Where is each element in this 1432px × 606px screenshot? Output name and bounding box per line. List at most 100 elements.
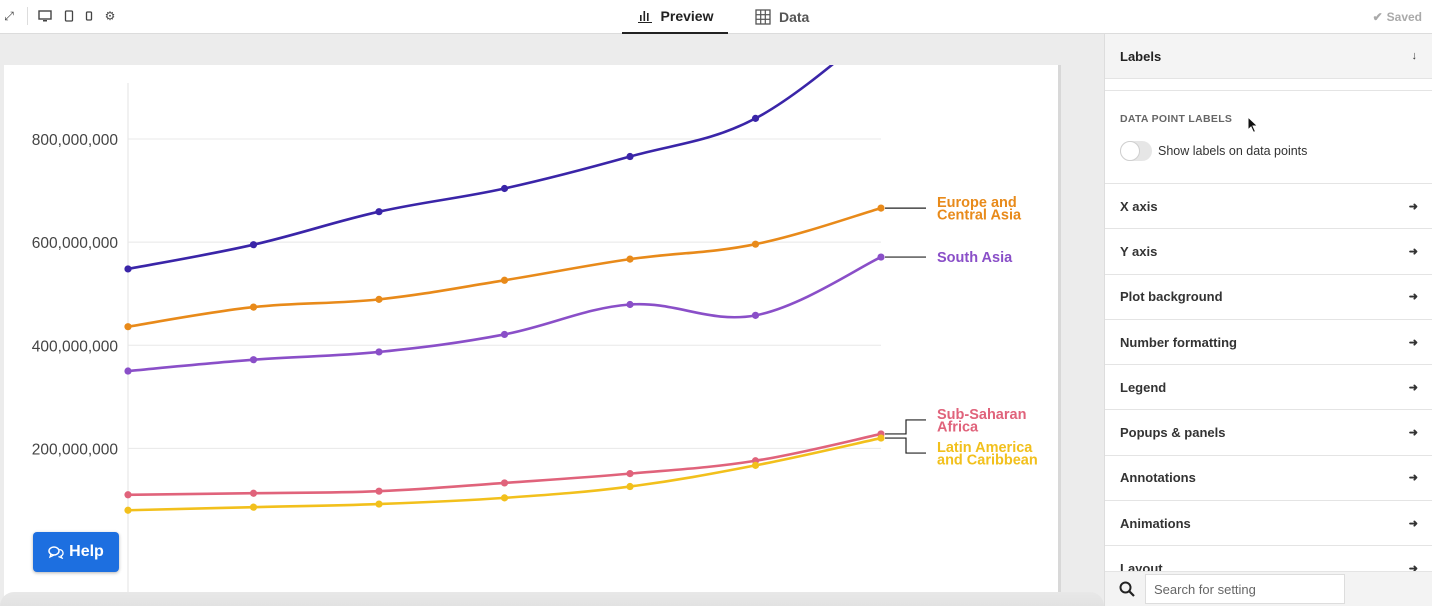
chat-bubbles-icon <box>48 546 64 559</box>
arrow-right-icon: ➜ <box>1408 200 1418 213</box>
settings-row-x-axis[interactable]: X axis ➜ <box>1105 183 1432 228</box>
chart-preview: 200,000,000 400,000,000 600,000,000 800,000… <box>4 65 1058 606</box>
settings-row-legend[interactable]: Legend ➜ <box>1105 364 1432 409</box>
settings-row-animations[interactable]: Animations ➜ <box>1105 500 1432 545</box>
series-end-label: South Asia <box>937 250 1013 266</box>
tab-preview[interactable]: Preview <box>622 0 728 34</box>
expand-icon[interactable]: ⤢ <box>4 8 14 23</box>
series-europe-and-central-asia: Europe and Central Asia <box>124 195 1022 331</box>
grid-icon <box>755 9 771 25</box>
tab-data[interactable]: Data <box>755 0 809 34</box>
data-point[interactable] <box>626 482 634 491</box>
data-point[interactable] <box>375 208 383 216</box>
settings-row-label: Plot background <box>1120 289 1223 305</box>
arrow-right-icon: ➜ <box>1408 563 1418 576</box>
settings-row-label: Number formatting <box>1120 334 1237 350</box>
data-point[interactable] <box>375 348 383 356</box>
arrow-right-icon: ➜ <box>1408 427 1418 440</box>
data-point[interactable] <box>500 184 509 193</box>
series-sub-saharan-africa: Sub-Saharan Africa <box>124 407 1026 499</box>
data-point[interactable] <box>751 311 760 319</box>
preview-edge <box>1058 65 1061 606</box>
data-point[interactable] <box>124 265 132 273</box>
data-point[interactable] <box>751 114 760 122</box>
data-point[interactable] <box>877 204 885 212</box>
data-point[interactable] <box>249 241 258 249</box>
search-bar <box>1105 571 1432 606</box>
settings-row-number-formatting[interactable]: Number formatting ➜ <box>1105 318 1432 364</box>
data-point[interactable] <box>249 356 258 364</box>
data-point[interactable] <box>124 323 132 331</box>
toggle-knob <box>1120 141 1140 161</box>
data-point[interactable] <box>877 253 885 261</box>
bar-chart-icon <box>637 11 652 23</box>
top-toolbar: ⤢ ⚙ Preview Data ✔ Saved <box>0 0 1432 34</box>
data-point[interactable] <box>500 479 509 487</box>
settings-row-popups-panels[interactable]: Popups & panels ➜ <box>1105 409 1432 454</box>
data-point[interactable] <box>124 491 132 499</box>
arrow-right-icon: ➜ <box>1408 472 1418 485</box>
series-end-label: Sub-Saharan Africa <box>937 407 1026 436</box>
settings-row-y-axis[interactable]: Y axis ➜ <box>1105 228 1432 273</box>
data-point[interactable] <box>124 506 132 514</box>
show-labels-toggle-label: Show labels on data points <box>1158 144 1308 158</box>
data-point[interactable] <box>249 303 258 311</box>
data-point[interactable] <box>124 367 132 375</box>
search-input[interactable] <box>1145 574 1345 604</box>
arrow-right-icon: ➜ <box>1408 517 1418 530</box>
settings-section-list: X axis ➜ Y axis ➜ Plot background ➜ Number for… <box>1105 183 1432 591</box>
series-latin-america-and-caribbean: Latin America and Caribbean <box>124 434 1038 514</box>
series-south-asia: South Asia <box>124 250 1013 375</box>
series-end-label: Latin America and Caribbean <box>937 440 1038 469</box>
mobile-icon[interactable] <box>80 7 98 25</box>
data-point[interactable] <box>500 330 509 339</box>
data-point[interactable] <box>626 300 634 309</box>
search-icon <box>1119 581 1135 597</box>
data-point[interactable] <box>500 276 509 284</box>
toolbar-divider <box>27 7 28 25</box>
data-point[interactable] <box>500 494 509 502</box>
data-point[interactable] <box>751 240 760 248</box>
data-point[interactable] <box>375 487 383 495</box>
data-point[interactable] <box>877 434 885 442</box>
settings-row-plot-background[interactable]: Plot background ➜ <box>1105 273 1432 319</box>
series-east-asia-pacific: East Asia Pacific <box>124 65 834 273</box>
series-line <box>127 206 882 328</box>
y-tick-label: 800,000,000 <box>32 132 119 149</box>
data-point[interactable] <box>626 470 634 478</box>
data-point-labels-heading: DATA POINT LABELS <box>1120 113 1233 125</box>
gear-icon[interactable]: ⚙ <box>104 9 116 23</box>
data-point[interactable] <box>375 295 383 303</box>
data-point[interactable] <box>249 489 258 497</box>
data-point[interactable] <box>626 152 634 161</box>
panel-divider <box>1105 79 1432 91</box>
data-point[interactable] <box>249 503 258 511</box>
saved-label: Saved <box>1386 10 1422 24</box>
bottom-scroll-shade <box>0 592 1104 606</box>
arrow-right-icon: ➜ <box>1408 291 1418 304</box>
data-point[interactable] <box>375 500 383 508</box>
desktop-icon[interactable] <box>36 7 54 25</box>
series-line <box>127 255 882 373</box>
data-point[interactable] <box>626 255 634 263</box>
settings-row-label: Legend <box>1120 379 1167 395</box>
settings-row-label: Popups & panels <box>1120 425 1226 441</box>
series-end-label: Europe and Central Asia <box>937 195 1022 224</box>
settings-row-label: Y axis <box>1120 243 1158 259</box>
y-tick-label: 400,000,000 <box>32 338 119 355</box>
settings-row-label: Annotations <box>1120 470 1196 486</box>
y-tick-label: 200,000,000 <box>32 441 119 458</box>
settings-panel: Labels ↓ DATA POINT LABELS Show labels o… <box>1104 34 1432 606</box>
check-icon: ✔ <box>1372 10 1383 24</box>
show-labels-toggle[interactable] <box>1120 141 1152 161</box>
tab-preview-label: Preview <box>660 8 714 24</box>
series-line <box>127 65 834 271</box>
data-point[interactable] <box>751 461 760 469</box>
help-button[interactable]: Help <box>33 532 119 572</box>
tablet-icon[interactable] <box>60 7 78 25</box>
settings-row-label: Animations <box>1120 515 1191 531</box>
settings-row-label: X axis <box>1120 198 1158 214</box>
settings-row-annotations[interactable]: Annotations ➜ <box>1105 454 1432 500</box>
label-connector <box>885 419 926 435</box>
labels-section-header[interactable]: Labels ↓ <box>1105 34 1432 79</box>
